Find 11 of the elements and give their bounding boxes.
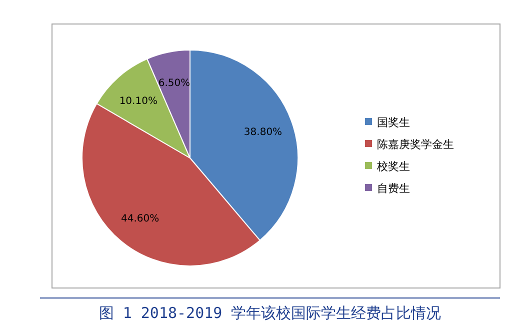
data-label: 6.50% xyxy=(158,78,190,89)
data-label: 10.10% xyxy=(119,96,158,107)
legend-label: 校奖生 xyxy=(376,160,410,173)
data-label: 38.80% xyxy=(244,127,282,138)
text: 图 1 2018-2019 学年该校国际学生经费占比情况 xyxy=(98,304,442,322)
data-label: 44.60% xyxy=(120,214,160,225)
legend-label: 陈嘉庚奖学金生 xyxy=(377,138,454,151)
legend-label: 国奖生 xyxy=(377,116,410,129)
pie-slice xyxy=(96,58,190,158)
pie-slice xyxy=(190,50,298,241)
legend-label: 自费生 xyxy=(377,182,410,195)
